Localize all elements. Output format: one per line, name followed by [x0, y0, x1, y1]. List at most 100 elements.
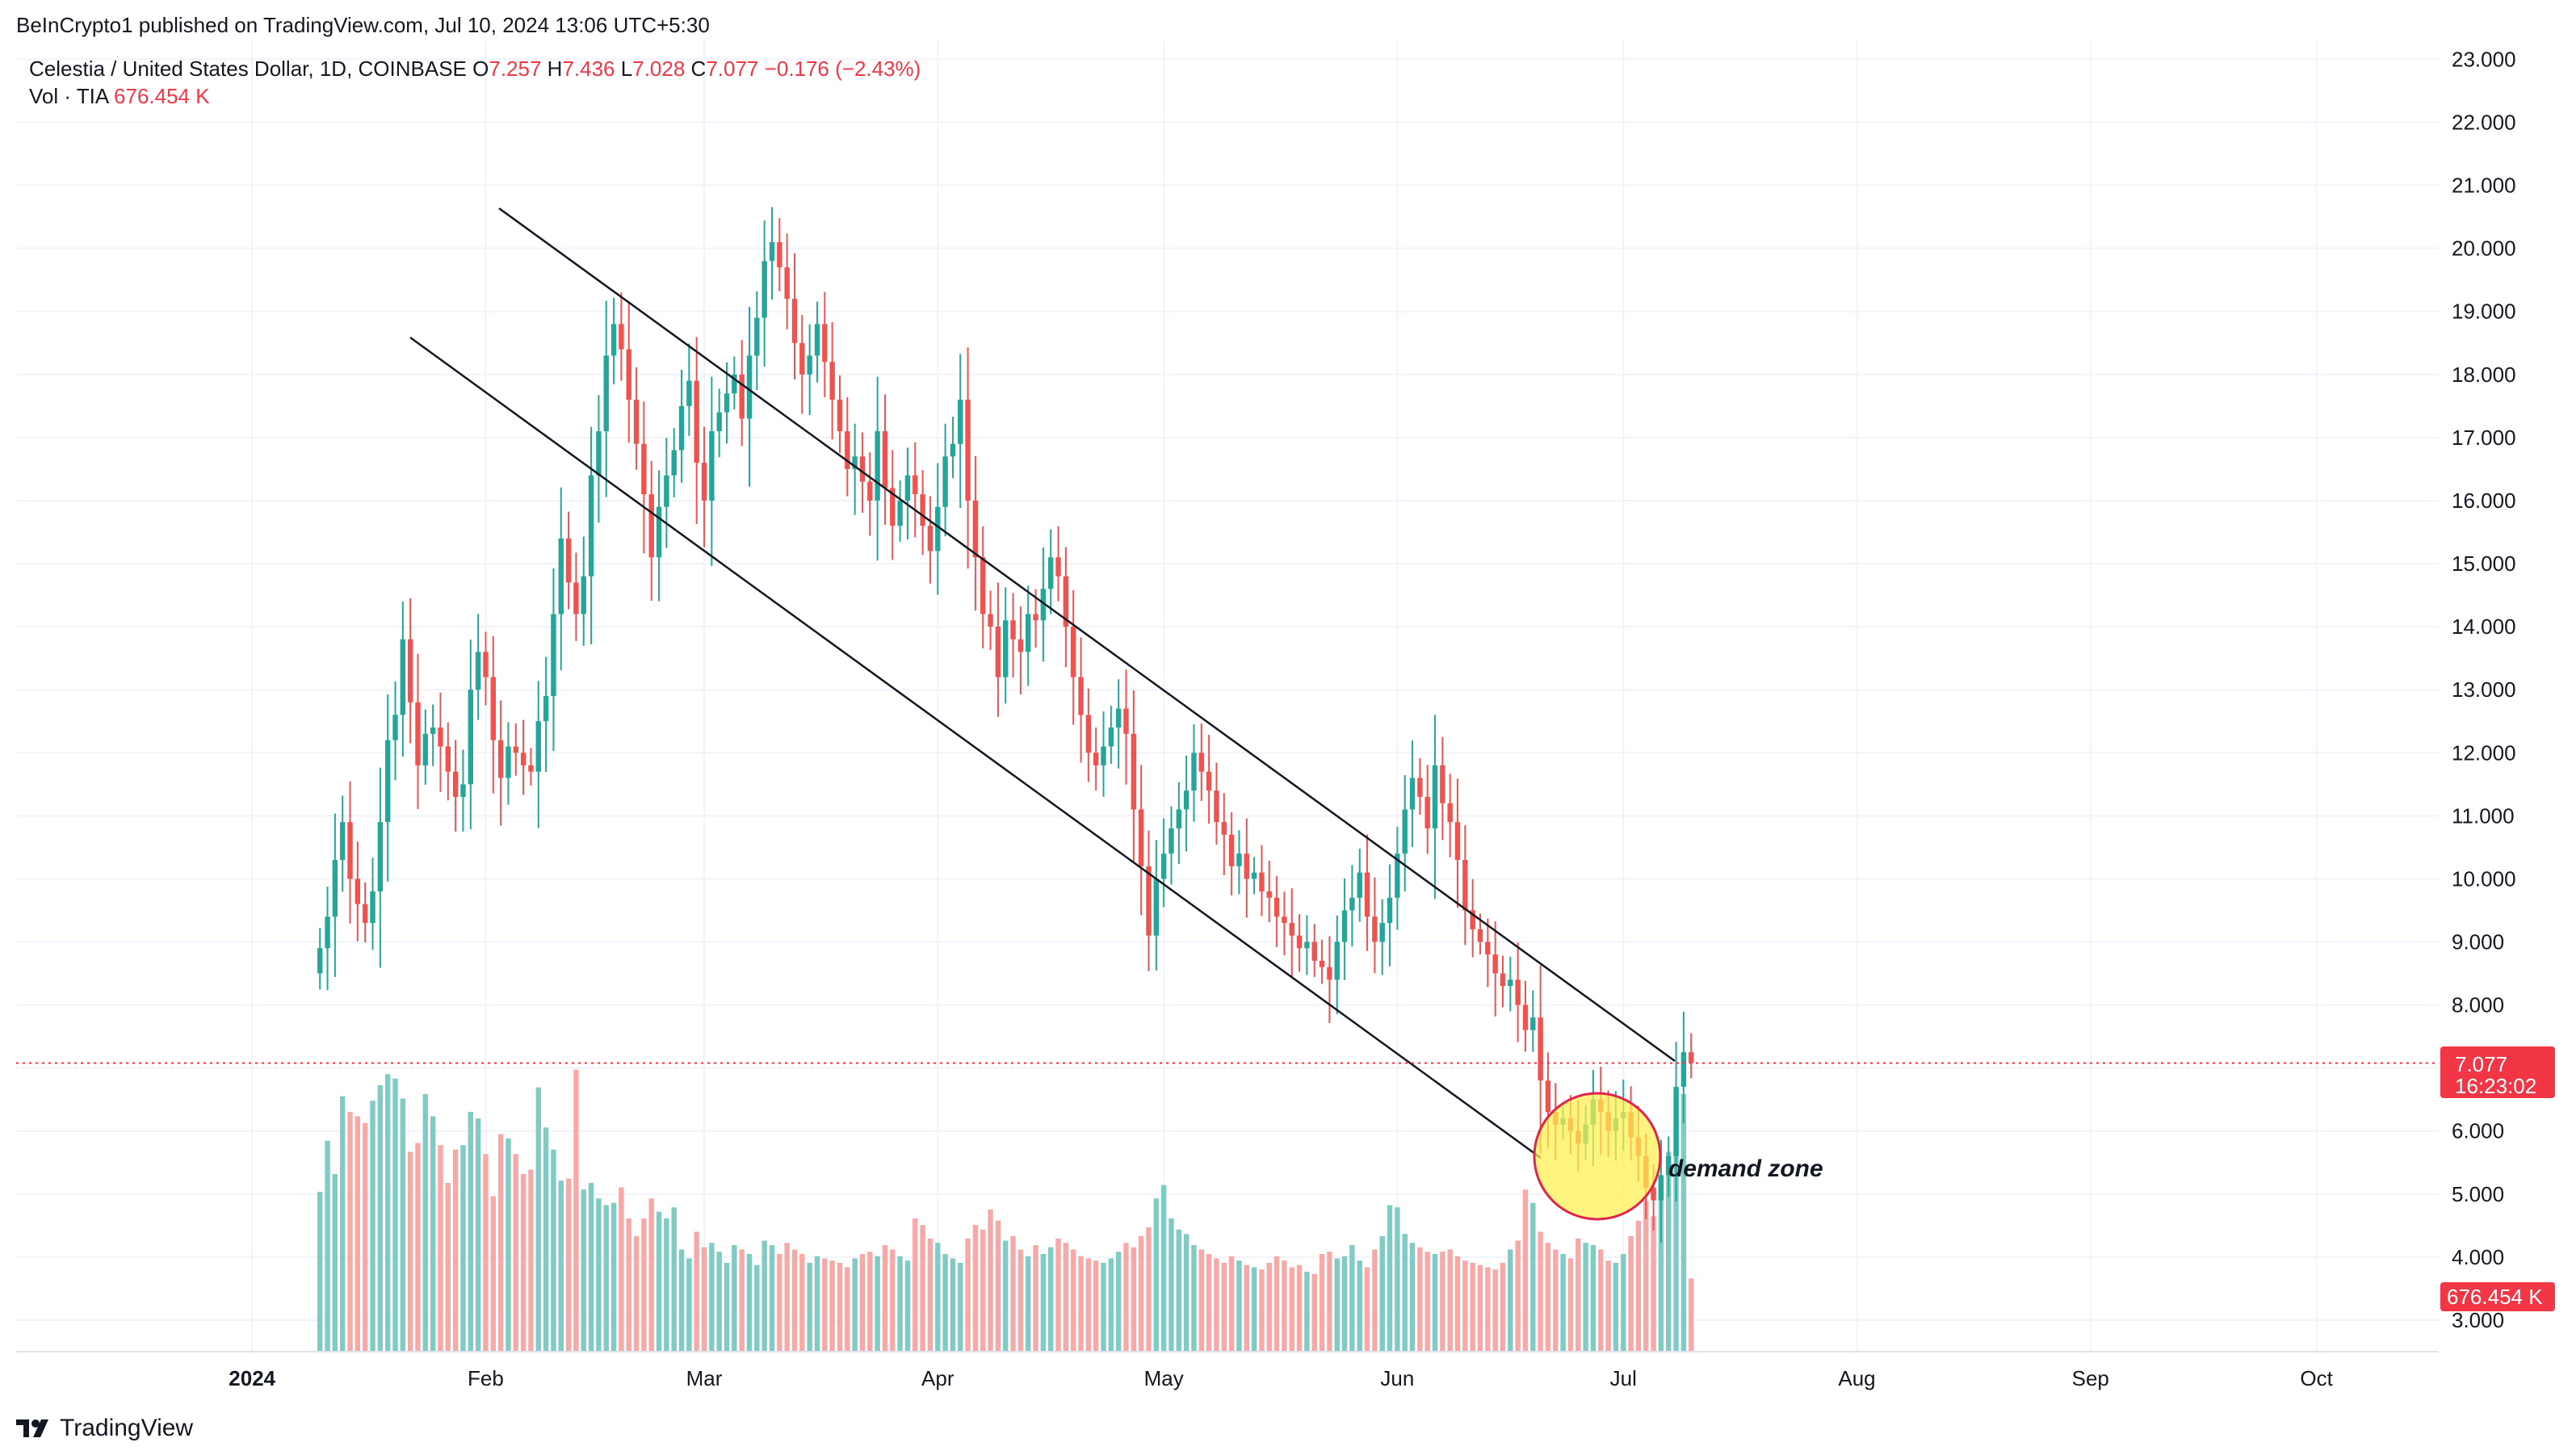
candle — [588, 426, 594, 644]
volume-bar — [1108, 1258, 1114, 1352]
volume-bar — [1379, 1236, 1385, 1352]
candle-body — [829, 362, 835, 400]
candle-body — [1244, 853, 1249, 879]
low-value: 7.028 — [632, 57, 686, 81]
volume-bar — [1432, 1254, 1438, 1352]
candle-body — [506, 746, 511, 778]
volume-bar — [1327, 1252, 1332, 1352]
candle-body — [520, 753, 527, 765]
volume-bar — [1680, 1094, 1687, 1352]
descending-channel[interactable] — [409, 207, 1676, 1159]
volume-bar — [1071, 1249, 1076, 1352]
candle-body — [882, 431, 888, 488]
channel-lower-line[interactable] — [409, 336, 1542, 1159]
candle-body — [935, 506, 941, 551]
candle — [739, 340, 745, 447]
demand-zone-marker[interactable] — [1533, 1092, 1662, 1221]
candle — [1424, 765, 1430, 854]
candle-body — [859, 456, 866, 482]
close-value: 7.077 — [706, 57, 759, 81]
candle-body — [475, 652, 481, 690]
candle-body — [362, 904, 368, 924]
price-axis[interactable]: 3.0004.0005.0006.0007.0008.0009.00010.00… — [2452, 47, 2516, 1332]
price-tick-label: 22.000 — [2452, 111, 2516, 135]
candle-body — [1198, 753, 1205, 772]
candle — [1259, 845, 1265, 916]
volume-bar — [603, 1205, 609, 1352]
volume-bar — [581, 1189, 586, 1352]
candle-body — [995, 627, 1001, 677]
volume-bar — [1206, 1254, 1212, 1352]
candle-body — [430, 728, 436, 734]
candle-body — [558, 538, 564, 614]
candle — [1108, 706, 1114, 765]
volume-bar — [904, 1260, 911, 1352]
channel-upper-line[interactable] — [498, 207, 1676, 1063]
candle — [769, 207, 775, 300]
volume-bar — [1304, 1272, 1310, 1352]
volume-bar — [822, 1258, 828, 1352]
candle — [1168, 806, 1174, 885]
candle — [1500, 955, 1506, 1008]
candle — [746, 307, 753, 487]
candle-body — [875, 431, 880, 501]
candle-body — [1349, 897, 1355, 911]
volume-bar — [972, 1225, 979, 1352]
candle-body — [1101, 746, 1106, 765]
candle-body — [641, 443, 647, 495]
candle — [1349, 865, 1355, 947]
candle-body — [1515, 979, 1521, 1005]
candle-body — [988, 614, 993, 627]
volume-bar — [325, 1140, 330, 1352]
volume-bar — [777, 1254, 782, 1352]
volume-bar — [799, 1254, 805, 1352]
time-tick-label: May — [1144, 1366, 1184, 1390]
volume-bar — [1492, 1269, 1498, 1352]
volume-bar — [1055, 1238, 1061, 1352]
time-axis[interactable]: 2024 Feb Mar Apr May Jun Jul Aug Sep Oct — [16, 1351, 2439, 1390]
candle-body — [1304, 941, 1310, 949]
candle — [1454, 778, 1461, 908]
volume-bar — [460, 1145, 466, 1352]
candle — [761, 220, 767, 367]
candle — [950, 417, 956, 479]
candle-body — [1296, 935, 1303, 949]
candle — [1003, 587, 1009, 704]
candle-body — [1334, 941, 1340, 980]
candle-body — [1409, 778, 1416, 810]
price-tick-label: 20.000 — [2452, 237, 2516, 261]
candle — [1508, 956, 1513, 1012]
candle — [1214, 762, 1219, 845]
candle-body — [837, 400, 843, 432]
candle-body — [965, 400, 971, 501]
symbol-name[interactable]: Celestia / United States Dollar, 1D, COI… — [29, 57, 467, 81]
candle — [384, 694, 391, 882]
volume-bar — [535, 1087, 541, 1352]
volume-bar — [573, 1069, 579, 1352]
candle — [1033, 589, 1038, 648]
candle-body — [1206, 771, 1212, 791]
volume-bar — [483, 1154, 489, 1352]
volume-bar — [565, 1178, 572, 1352]
candle — [1078, 637, 1084, 763]
candle-body — [1387, 897, 1393, 924]
volume-bar — [1485, 1267, 1491, 1352]
volume-bar — [950, 1258, 956, 1352]
candle — [799, 315, 805, 414]
volume-legend[interactable]: Vol · TIA 676.454 K — [29, 84, 210, 109]
candle-body — [716, 412, 722, 432]
volume-bar — [1319, 1254, 1325, 1352]
volume-bar — [942, 1254, 948, 1352]
tradingview-brand[interactable]: TradingView — [16, 1415, 193, 1442]
demand-zone-circle[interactable] — [1533, 1092, 1662, 1221]
candle — [1530, 990, 1536, 1052]
candle — [370, 857, 375, 950]
candle — [603, 300, 609, 497]
volume-bar — [724, 1263, 730, 1352]
volume-bar — [761, 1240, 767, 1352]
candle-body — [1123, 708, 1129, 734]
candle — [822, 291, 828, 397]
symbol-legend[interactable]: Celestia / United States Dollar, 1D, COI… — [29, 57, 921, 82]
volume-bar — [852, 1258, 858, 1352]
